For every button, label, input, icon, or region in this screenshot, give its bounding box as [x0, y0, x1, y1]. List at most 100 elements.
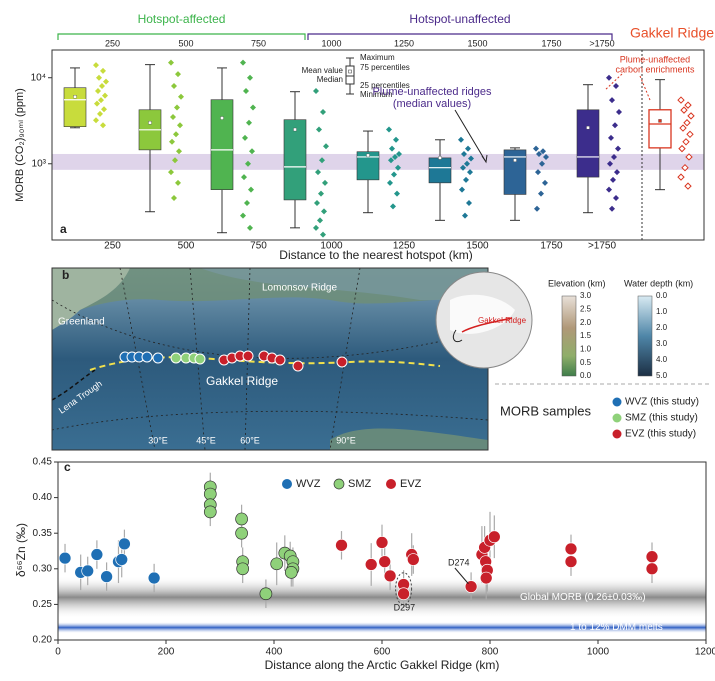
group-label: Hotspot-unaffected	[409, 12, 510, 26]
colorbar-tick-label: 1.0	[656, 307, 668, 316]
x-top-label: 750	[251, 38, 266, 48]
data-point	[459, 186, 465, 193]
data-point	[686, 130, 694, 139]
map-land-south	[330, 428, 488, 450]
x-top-label: >1750	[589, 38, 614, 48]
data-point	[169, 138, 175, 145]
data-point	[392, 153, 398, 160]
data-point	[390, 203, 396, 210]
data-point	[383, 569, 397, 583]
data-point	[314, 199, 320, 206]
data-point	[94, 100, 100, 107]
legend-label: EVZ	[400, 478, 422, 490]
x-tick-label: 800	[482, 647, 499, 658]
legend-marker	[386, 479, 396, 489]
box	[648, 109, 672, 149]
data-point	[677, 173, 685, 181]
x-axis-title: Distance along the Arctic Gakkel Ridge (…	[265, 658, 500, 672]
legend-label: WVZ (this study)	[625, 397, 699, 408]
x-top-label: 1000	[321, 38, 341, 48]
colorbar-tick-label: 2.0	[656, 323, 668, 332]
x-top-label: 500	[178, 38, 193, 48]
data-point	[684, 182, 692, 190]
data-point	[284, 566, 298, 579]
data-point	[147, 571, 161, 585]
data-point	[487, 530, 501, 544]
data-point	[564, 542, 578, 556]
data-point	[543, 153, 549, 160]
data-point	[168, 169, 174, 176]
annotation: D274	[448, 557, 470, 567]
data-point	[681, 163, 689, 172]
box	[576, 109, 600, 178]
data-point	[245, 160, 251, 167]
map-samples	[119, 350, 348, 372]
data-point	[100, 67, 106, 74]
x-top-label: 1250	[394, 38, 414, 48]
colorbar-tick-label: 4.0	[656, 355, 668, 364]
data-point	[464, 160, 470, 167]
key-label: Median	[317, 75, 343, 84]
y-tick-label: 0.30	[33, 563, 53, 574]
samples-title: MORB samples	[500, 403, 592, 418]
data-point	[175, 179, 181, 186]
legend-marker	[612, 397, 622, 407]
group-bracket	[57, 33, 306, 40]
place-label: Lomonsov Ridge	[262, 283, 337, 294]
box	[356, 151, 380, 181]
box	[63, 87, 87, 127]
colorbar-tick-label: 0.5	[580, 358, 592, 367]
data-point	[313, 224, 319, 231]
data-point	[244, 199, 250, 206]
data-point	[393, 136, 399, 143]
data-point	[465, 145, 471, 152]
y-axis-title: MORB (CO₂)₉₀ₘₗ (ppm)	[14, 88, 26, 202]
x-tick-label: 600	[374, 647, 391, 658]
y-tick-label: 0.25	[33, 599, 53, 610]
inset-ridge	[461, 317, 513, 333]
x-tick-label: 0	[55, 647, 61, 658]
colorbar-tick-label: 1.0	[580, 344, 592, 353]
colorbar-tick-label: 2.5	[580, 304, 592, 313]
data-point	[606, 186, 612, 193]
x-top-label: 250	[105, 38, 120, 48]
mean	[220, 116, 224, 120]
data-point	[463, 176, 469, 183]
data-point	[535, 169, 541, 176]
data-point	[58, 551, 72, 565]
colorbar-tick-label: 1.5	[580, 331, 592, 340]
data-point	[115, 553, 129, 566]
data-point	[320, 108, 326, 115]
data-point	[259, 587, 273, 601]
data-point	[240, 59, 246, 66]
colorbar-tick-label: 5.0	[656, 371, 668, 380]
data-point	[99, 83, 105, 90]
annotation: Plume-unaffected	[620, 54, 690, 64]
data-point	[90, 548, 104, 561]
mean	[586, 125, 590, 130]
data-point	[242, 134, 248, 141]
data-point	[173, 131, 179, 138]
data-point	[458, 136, 464, 143]
data-point	[175, 71, 181, 78]
band	[58, 575, 706, 619]
data-point	[388, 157, 394, 164]
y-tick-label: 0.35	[33, 528, 53, 539]
data-point	[96, 74, 102, 81]
legend-marker	[333, 478, 345, 490]
data-point	[679, 124, 687, 132]
key-box	[345, 65, 355, 85]
depth-bar	[637, 295, 653, 377]
data-point	[171, 195, 177, 202]
data-point	[386, 126, 392, 133]
data-point	[460, 164, 466, 171]
data-point	[397, 587, 410, 601]
place-label: Gakkel Ridge	[206, 374, 278, 388]
longitude-label: 30°E	[148, 435, 168, 445]
annotation: Plume-unaffected ridges	[372, 86, 492, 98]
lomonosov-ridge	[200, 268, 488, 300]
x-tick-label: 1500	[466, 241, 489, 252]
annotation-arrow	[454, 567, 469, 585]
data-point	[250, 104, 256, 111]
data-point	[97, 110, 103, 117]
